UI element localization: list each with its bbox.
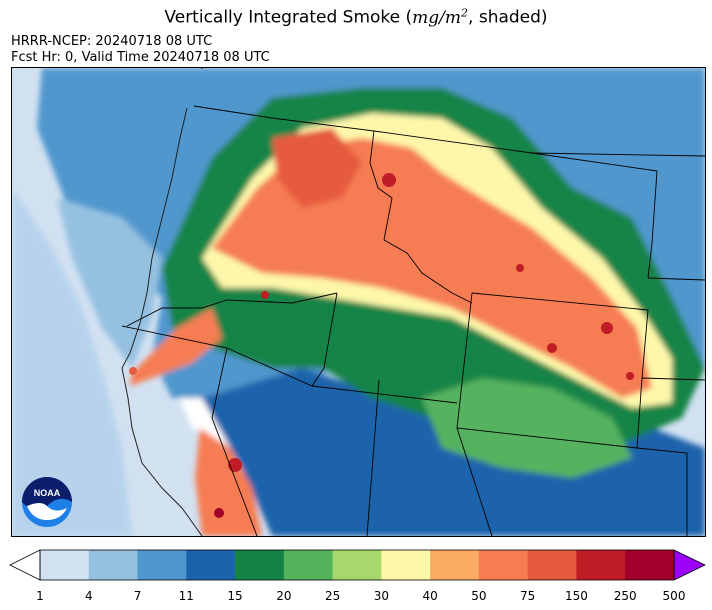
- colorbar-segment: [381, 550, 431, 580]
- south-plume-region: [195, 428, 262, 536]
- colorbar-outline: [39, 549, 675, 581]
- coastline: [121, 107, 203, 536]
- logo-bird: [27, 503, 67, 520]
- hotspot: [214, 508, 224, 518]
- colorbar-segment: [283, 550, 334, 580]
- colorbar-tick-label: 11: [178, 589, 194, 603]
- model-run-label: HRRR-NCEP: 20240718 08 UTC: [11, 34, 213, 49]
- light-blue-plume-region: [57, 198, 162, 368]
- colorbar-tick-label: 4: [84, 589, 93, 603]
- logo-wave: [22, 477, 72, 511]
- border-line: [311, 292, 338, 387]
- colorbar-segment: [430, 550, 480, 580]
- border-line: [456, 292, 643, 449]
- colorbar-tick-label: 50: [471, 589, 487, 603]
- border-line: [647, 170, 658, 279]
- colorbar-tick-label: 40: [422, 589, 438, 603]
- colorbar-tick-label: 75: [520, 589, 536, 603]
- hotspot: [547, 343, 557, 353]
- colorbar-segment: [235, 550, 285, 580]
- colorbar-under-arrow: [9, 549, 41, 581]
- hotspot: [601, 322, 613, 334]
- border-line: [531, 152, 705, 157]
- red-hotspot-region: [272, 128, 362, 208]
- colorbar-tick-label: 15: [227, 589, 243, 603]
- border-line: [211, 347, 258, 536]
- smoke-hotspots: [129, 173, 634, 518]
- colorbar-tick-label: 7: [133, 589, 142, 603]
- border-line: [366, 379, 380, 536]
- noaa-logo-graphic: NOAA: [22, 477, 72, 527]
- border-line: [636, 447, 688, 536]
- colorbar-over-arrow: [673, 549, 706, 581]
- dark-blue-region: [202, 368, 705, 536]
- border-line: [193, 68, 393, 241]
- colorbar-segments: [40, 550, 675, 580]
- forecast-time-label: Fcst Hr: 0, Valid Time 20240718 08 UTC: [11, 50, 270, 65]
- colorbar-segment: [576, 550, 626, 580]
- border-line: [383, 239, 473, 304]
- border-line: [456, 427, 493, 536]
- colorbar-segment: [332, 550, 382, 580]
- colorbar: [9, 549, 706, 581]
- smoke-map-canvas: [12, 68, 705, 536]
- colorbar-tick-label: 1: [36, 589, 44, 603]
- colorbar-tick-label: 250: [613, 589, 637, 603]
- colorbar-segment: [186, 550, 236, 580]
- hotspot: [261, 291, 269, 299]
- colorbar-tick-label: 30: [373, 589, 390, 603]
- light-green-region: [422, 378, 632, 478]
- colorbar-segment: [88, 550, 139, 580]
- border-line: [641, 377, 705, 381]
- colorbar-segment: [137, 550, 187, 580]
- border-line: [121, 325, 458, 404]
- colorbar-tick-label: 20: [276, 589, 292, 603]
- smoke-field: [12, 68, 705, 536]
- hotspot: [129, 367, 137, 375]
- hotspot: [382, 173, 396, 187]
- colorbar-segment: [478, 550, 529, 580]
- west-plume-region: [130, 308, 222, 386]
- hotspot: [626, 372, 634, 380]
- colorbar-tick-label: 500: [662, 589, 686, 603]
- title-unit: mg/m2: [412, 6, 469, 28]
- smoke-map: [11, 67, 706, 537]
- map-title: Vertically Integrated Smoke (mg/m2, shad…: [164, 6, 548, 28]
- colorbar-tick-label: 25: [324, 589, 341, 603]
- noaa-logo: NOAA: [21, 476, 73, 528]
- colorbar-tick-label: 150: [565, 589, 588, 603]
- border-line: [647, 277, 705, 281]
- colorbar-segment: [527, 550, 577, 580]
- border-line: [126, 292, 338, 327]
- hotspot: [516, 264, 524, 272]
- logo-text: NOAA: [34, 488, 61, 498]
- colorbar-segment: [40, 550, 90, 580]
- border-line: [471, 292, 649, 379]
- ocean-light-region: [12, 188, 132, 536]
- state-borders: [121, 68, 705, 536]
- colorbar-segment: [625, 550, 675, 580]
